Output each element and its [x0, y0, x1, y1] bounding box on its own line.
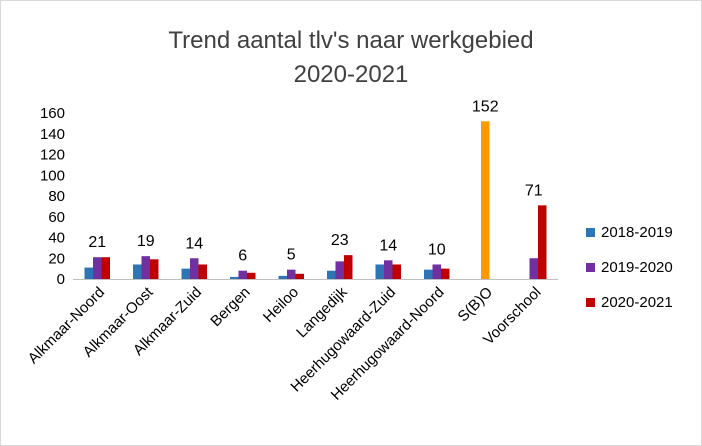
x-tick-label: S(B)O	[455, 284, 496, 325]
bar	[344, 255, 353, 279]
bar	[247, 272, 256, 279]
data-label: 152	[472, 98, 499, 115]
y-tick-label: 160	[40, 105, 65, 122]
bar	[481, 121, 490, 279]
bar	[295, 273, 304, 279]
data-label: 21	[88, 234, 106, 251]
legend: 2018-2019 2019-2020 2020-2021	[586, 224, 673, 311]
data-label: 71	[525, 182, 543, 199]
y-tick-label: 20	[48, 250, 65, 267]
chart-title-line-1: Trend aantal tlv's naar werkgebied	[168, 27, 533, 54]
y-tick-label: 100	[40, 167, 65, 184]
y-axis: 0 20 40 60 80 100 120 140 160	[40, 105, 65, 288]
bar	[432, 264, 441, 279]
chart-title: Trend aantal tlv's naar werkgebied 2020-…	[168, 27, 533, 88]
bar	[424, 269, 433, 279]
y-tick-label: 40	[48, 230, 65, 247]
bar	[181, 268, 190, 279]
bar	[327, 270, 336, 279]
bar	[141, 256, 150, 279]
bar	[538, 205, 547, 279]
bar	[238, 270, 247, 279]
bar	[384, 260, 393, 279]
bar	[287, 269, 296, 279]
legend-swatch	[586, 228, 595, 237]
bar	[93, 257, 102, 279]
legend-swatch	[586, 263, 595, 272]
data-label: 14	[185, 235, 203, 252]
bar	[278, 275, 287, 279]
bar	[529, 258, 538, 279]
bar	[230, 276, 239, 279]
chart-title-line-2: 2020-2021	[294, 61, 409, 88]
y-tick-label: 140	[40, 126, 65, 143]
x-tick-label: Bergen	[207, 284, 253, 330]
y-tick-label: 120	[40, 147, 65, 164]
data-label: 6	[238, 248, 247, 265]
legend-entry: 2020-2021	[601, 294, 673, 311]
bars	[84, 121, 547, 279]
data-labels: 21 19 14 6 5 23 14 10 152 71	[88, 98, 542, 264]
bar	[392, 264, 401, 279]
data-label: 14	[379, 237, 397, 254]
bar	[133, 264, 142, 279]
bar	[198, 264, 207, 279]
bar	[441, 268, 450, 279]
bar	[84, 267, 93, 279]
bar	[101, 257, 110, 279]
data-label: 19	[137, 233, 155, 250]
y-tick-label: 80	[48, 188, 65, 205]
bar	[190, 258, 199, 279]
data-label: 23	[331, 232, 349, 249]
y-tick-label: 0	[57, 271, 65, 288]
y-tick-label: 60	[48, 209, 65, 226]
data-label: 5	[287, 247, 296, 264]
bar	[335, 261, 344, 279]
legend-entry: 2019-2020	[601, 259, 673, 276]
legend-entry: 2018-2019	[601, 224, 673, 241]
data-label: 10	[428, 241, 446, 258]
bar	[150, 259, 159, 279]
x-tick-label: Heiloo	[260, 284, 302, 326]
bar	[375, 264, 384, 279]
legend-swatch	[586, 298, 595, 307]
